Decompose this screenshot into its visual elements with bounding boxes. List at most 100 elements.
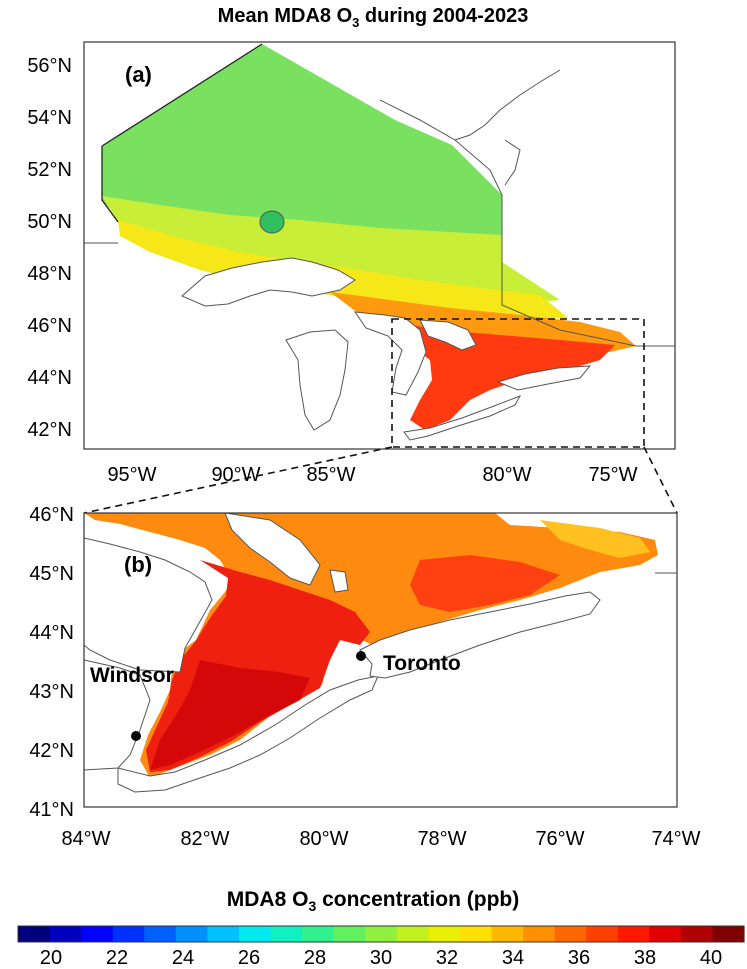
figure-title: Mean MDA8 O3 during 2004-2023 <box>218 5 529 30</box>
colorbar-tick-label: 24 <box>172 947 194 969</box>
lon-tick: 90°W <box>211 464 260 486</box>
colorbar <box>18 926 745 942</box>
lat-tick: 46°N <box>29 504 74 526</box>
lon-tick: 75°W <box>588 464 637 486</box>
colorbar-tick-label: 20 <box>40 947 62 969</box>
georgian-bay-b <box>224 513 321 586</box>
lon-tick: 84°W <box>61 828 110 850</box>
ontario-yellow-band <box>118 220 568 320</box>
zoom-connector-left <box>83 446 393 514</box>
colorbar-cell <box>554 926 587 942</box>
panel-b-lat-axis: 46°N 45°N 44°N 43°N 42°N 41°N <box>29 504 74 821</box>
lake-erie <box>403 395 522 441</box>
colorbar-cell <box>617 926 650 942</box>
lake-superior <box>181 257 356 307</box>
lon-tick: 76°W <box>535 828 584 850</box>
colorbar-cell <box>112 926 145 942</box>
lon-tick: 82°W <box>180 828 229 850</box>
windsor-label: Windsor <box>90 664 174 687</box>
lat-tick: 42°N <box>29 740 74 762</box>
lat-tick: 44°N <box>29 622 74 644</box>
lake-nipigon <box>259 210 285 234</box>
colorbar-cell <box>586 926 619 942</box>
lat-tick: 48°N <box>27 263 72 285</box>
panel-a-label: (a) <box>125 62 152 87</box>
southwest-ontario-dark-core <box>150 660 310 770</box>
ontario-red-region <box>395 322 615 430</box>
lon-tick: 95°W <box>107 464 156 486</box>
colorbar-tick-label: 30 <box>370 947 392 969</box>
colorbar-tick-label: 36 <box>568 947 590 969</box>
ontario-west-border <box>101 43 263 223</box>
panel-b-frame <box>83 512 678 808</box>
colorbar-cell <box>81 926 114 942</box>
lat-tick: 44°N <box>27 367 72 389</box>
lake-ontario-b <box>359 591 601 679</box>
colorbar-title: MDA8 O3 concentration (ppb) <box>227 888 519 914</box>
colorbar-cell <box>523 926 556 942</box>
zoom-connector-right <box>643 446 678 514</box>
colorbar-cell <box>459 926 493 942</box>
colorbar-cell <box>333 926 366 942</box>
panel-b-map: (b) Windsor Toronto 46°N 45°N 44°N 43°N … <box>29 504 700 850</box>
panel-b-lon-axis: 84°W 82°W 80°W 78°W 76°W 74°W <box>61 828 700 850</box>
colorbar-cell <box>18 926 51 942</box>
colorbar-cell <box>144 926 177 942</box>
georgian-bay <box>419 319 477 351</box>
lake-simcoe-b <box>329 569 349 593</box>
colorbar-cell <box>649 926 682 942</box>
colorbar-tick-label: 32 <box>436 947 458 969</box>
colorbar-cell <box>396 926 429 942</box>
colorbar-tick-label: 26 <box>238 947 260 969</box>
eastern-ontario-yellow-patch <box>540 520 650 558</box>
ontario-mid-region <box>102 196 560 305</box>
lake-michigan <box>285 329 349 431</box>
toronto-label: Toronto <box>383 652 461 675</box>
lon-tick: 74°W <box>651 828 700 850</box>
lake-huron-b <box>84 537 213 673</box>
lon-tick: 85°W <box>306 464 355 486</box>
colorbar-cell <box>365 926 398 942</box>
lake-huron <box>353 311 427 396</box>
colorbar-cell <box>302 926 335 942</box>
lat-tick: 45°N <box>29 563 74 585</box>
lake-erie-b <box>117 675 379 793</box>
panel-b-label: (b) <box>124 552 152 577</box>
zoom-box <box>391 318 645 448</box>
lat-tick: 46°N <box>27 315 72 337</box>
lon-tick: 78°W <box>417 828 466 850</box>
lat-tick: 50°N <box>27 211 72 233</box>
colorbar-cell <box>712 926 745 942</box>
ontario-north-region <box>102 44 502 265</box>
lon-tick: 80°W <box>482 464 531 486</box>
colorbar-tick-label: 38 <box>634 947 656 969</box>
colorbar-tick-label: 34 <box>502 947 524 969</box>
lat-tick: 56°N <box>27 55 72 77</box>
panel-a-lat-axis: 56°N 54°N 52°N 50°N 48°N 46°N 44°N 42°N <box>27 55 72 441</box>
eastern-ontario-red-patch <box>410 555 560 612</box>
windsor-marker <box>131 731 141 741</box>
lake-ontario <box>496 365 592 391</box>
panel-a-lon-axis: 95°W 90°W 85°W 80°W 75°W <box>107 464 637 486</box>
lat-tick: 43°N <box>29 681 74 703</box>
panel-a-map: (a) 56°N 54°N 52°N 50°N 48°N 46°N 44°N 4… <box>27 41 676 486</box>
colorbar-cell <box>428 926 461 942</box>
toronto-marker <box>356 651 366 661</box>
colorbar-cell <box>49 926 82 942</box>
quebec-border <box>501 195 675 347</box>
lon-tick: 80°W <box>299 828 348 850</box>
colorbar-cell <box>238 926 272 942</box>
colorbar-cell <box>270 926 303 942</box>
michigan-land-b <box>84 659 151 771</box>
colorbar-ticks: 20 22 24 26 28 30 32 34 36 38 40 <box>40 947 722 969</box>
lat-tick: 41°N <box>29 799 74 821</box>
hudson-bay-coast <box>379 69 561 196</box>
colorbar-cell <box>175 926 208 942</box>
colorbar-tick-label: 22 <box>106 947 128 969</box>
colorbar-tick-label: 40 <box>700 947 722 969</box>
colorbar-cell <box>491 926 524 942</box>
lat-tick: 52°N <box>27 159 72 181</box>
colorbar-cell <box>680 926 714 942</box>
lat-tick: 54°N <box>27 107 72 129</box>
